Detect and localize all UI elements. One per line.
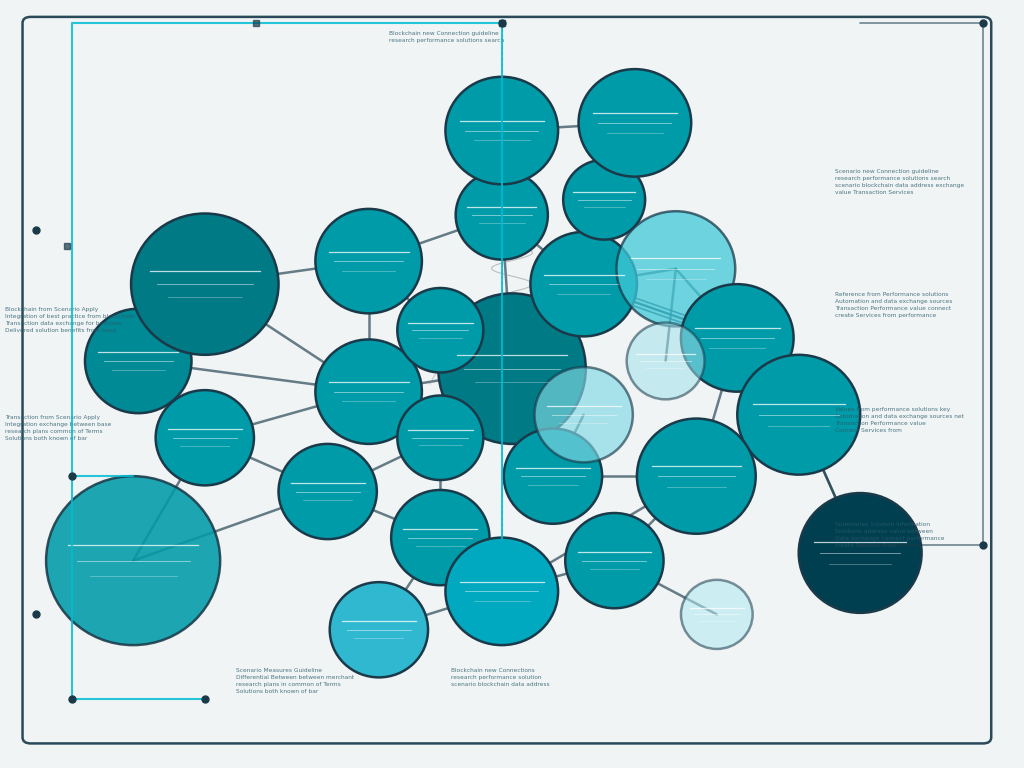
Text: Reference from Performance solutions
Automation and data exchange sources
Transa: Reference from Performance solutions Aut… — [835, 292, 952, 318]
Ellipse shape — [46, 476, 220, 645]
Text: Scenario Measures Guideline
Differential Between between merchant
research plans: Scenario Measures Guideline Differential… — [236, 668, 353, 694]
Ellipse shape — [438, 293, 586, 444]
Ellipse shape — [315, 339, 422, 444]
Ellipse shape — [85, 309, 191, 413]
Ellipse shape — [627, 323, 705, 399]
Ellipse shape — [616, 211, 735, 326]
Ellipse shape — [681, 284, 794, 392]
Ellipse shape — [681, 580, 753, 649]
Ellipse shape — [131, 214, 279, 355]
Ellipse shape — [397, 396, 483, 480]
Ellipse shape — [279, 444, 377, 539]
Ellipse shape — [330, 582, 428, 677]
Ellipse shape — [397, 288, 483, 372]
Ellipse shape — [315, 209, 422, 313]
Ellipse shape — [535, 367, 633, 462]
Text: Scenario new Connection guideline
research performance solutions search
scenario: Scenario new Connection guideline resear… — [835, 169, 964, 195]
Ellipse shape — [530, 232, 637, 336]
Text: Values from performance solutions key
Automation and data exchange sources net
T: Values from performance solutions key Au… — [835, 407, 964, 433]
Ellipse shape — [391, 490, 489, 585]
Ellipse shape — [799, 493, 922, 613]
Ellipse shape — [445, 538, 558, 645]
Ellipse shape — [737, 355, 860, 475]
Text: Summaries Solution Information
Solutions address value between
Data exchange con: Summaries Solution Information Solutions… — [835, 522, 944, 548]
Ellipse shape — [565, 513, 664, 608]
Ellipse shape — [445, 77, 558, 184]
Ellipse shape — [637, 419, 756, 534]
Text: Blockchain new Connections
research performance solution
scenario blockchain dat: Blockchain new Connections research perf… — [451, 668, 549, 687]
Ellipse shape — [579, 69, 691, 177]
Text: Blockchain from Scenario Apply
Integration of best practice from blockchain
Tran: Blockchain from Scenario Apply Integrati… — [5, 307, 134, 333]
Text: Blockchain new Connection guideline
research performance solutions search: Blockchain new Connection guideline rese… — [389, 31, 504, 43]
Ellipse shape — [456, 170, 548, 260]
Ellipse shape — [504, 429, 602, 524]
Ellipse shape — [156, 390, 254, 485]
Text: Transaction from Scenario Apply
Integration exchange between base
research plans: Transaction from Scenario Apply Integrat… — [5, 415, 112, 441]
Ellipse shape — [563, 160, 645, 240]
